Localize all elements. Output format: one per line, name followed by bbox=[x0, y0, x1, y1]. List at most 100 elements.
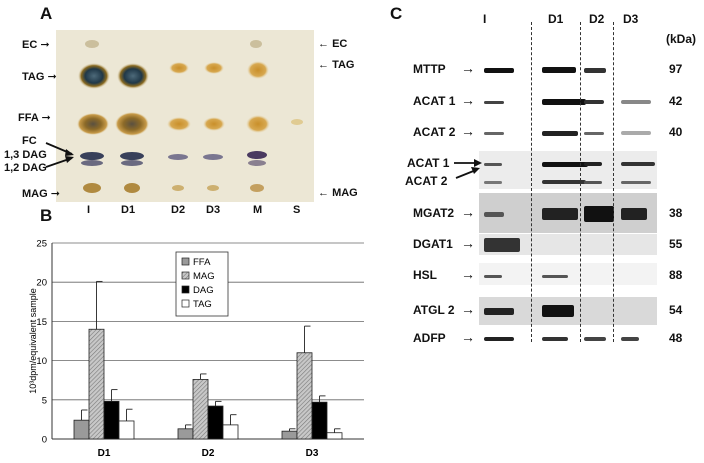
tlc-label-ec: EC bbox=[22, 39, 38, 51]
arrow-right-icon: ➞ bbox=[41, 112, 51, 124]
tlc-right-label-ec: EC bbox=[332, 38, 348, 50]
bar-mag-d1 bbox=[88, 328, 105, 440]
bar-tag-d3 bbox=[326, 432, 343, 440]
y-tick-label: 5 bbox=[42, 395, 47, 406]
blot-column-d1: D1 bbox=[548, 12, 564, 26]
arrow-right-icon: → bbox=[461, 204, 475, 220]
acat-pair-arrows-icon bbox=[454, 159, 482, 179]
arrow-right-icon: → bbox=[461, 235, 475, 251]
legend-label-ffa: FFA bbox=[193, 257, 211, 268]
blot-column-d2: D2 bbox=[589, 12, 605, 26]
arrow-right-icon: → bbox=[461, 60, 475, 76]
y-tick-label: 10 bbox=[36, 356, 47, 367]
tlc-label-13dag: 1,3 DAG bbox=[4, 149, 47, 161]
y-tick-label: 0 bbox=[42, 435, 47, 446]
blot-band bbox=[484, 211, 504, 217]
blot-band bbox=[584, 337, 606, 341]
kda-value: 40 bbox=[669, 125, 683, 139]
blot-strip bbox=[479, 263, 657, 285]
blot-row-label: ATGL 2 bbox=[413, 303, 455, 317]
dag-arrows-icon bbox=[45, 142, 74, 168]
lane-separator bbox=[613, 22, 614, 342]
tlc-lane-d3: D3 bbox=[206, 204, 221, 216]
western-blot-panel: I D1 D2 D3 (kDa) MTTP → 97 ACAT 1 → 42 ACAT 2 → 40 ACA… bbox=[390, 0, 704, 463]
legend-swatch-tag bbox=[181, 299, 190, 308]
tlc-right-label-tag: TAG bbox=[332, 59, 355, 71]
panel-a-letter: A bbox=[40, 4, 53, 23]
bar-chart: 0 5 10 15 20 25 10³dpm/equivalent sample D1 D2 D3… bbox=[28, 239, 364, 459]
blot-band bbox=[484, 274, 502, 278]
bar-tag-d2 bbox=[222, 424, 239, 440]
kda-value: 54 bbox=[669, 303, 683, 317]
arrow-right-icon: → bbox=[461, 266, 475, 282]
y-tick-label: 20 bbox=[36, 278, 47, 289]
arrow-left-icon: ← bbox=[318, 38, 329, 50]
kda-unit-label: (kDa) bbox=[666, 32, 697, 46]
kda-value: 88 bbox=[669, 268, 683, 282]
blot-row-label: ACAT 2 bbox=[413, 125, 456, 139]
lane-separator bbox=[580, 22, 581, 342]
legend-swatch-mag bbox=[181, 271, 190, 280]
blot-band bbox=[484, 67, 514, 73]
legend-swatch-ffa bbox=[181, 257, 190, 266]
blot-band bbox=[484, 238, 520, 252]
blot-row-label: ACAT 1 bbox=[413, 94, 456, 108]
x-tick-label: D1 bbox=[98, 448, 111, 459]
blot-band bbox=[621, 208, 647, 220]
tlc-lane-d1: D1 bbox=[121, 204, 136, 216]
blot-strip bbox=[479, 234, 657, 255]
blot-row-label: ADFP bbox=[413, 331, 446, 345]
kda-value: 42 bbox=[669, 94, 683, 108]
y-tick-label: 15 bbox=[36, 317, 47, 328]
blot-row-label: ACAT 1 bbox=[407, 156, 450, 170]
blot-band bbox=[542, 337, 568, 341]
tlc-label-tag: TAG bbox=[22, 71, 45, 83]
panel-c-letter: C bbox=[390, 4, 403, 23]
blot-band bbox=[621, 131, 651, 135]
tlc-label-12dag: 1,2 DAG bbox=[4, 162, 47, 174]
blot-band bbox=[542, 305, 574, 317]
arrow-left-icon: ← bbox=[318, 59, 329, 71]
blot-row-label: DGAT1 bbox=[413, 237, 453, 251]
legend-label-mag: MAG bbox=[193, 271, 215, 282]
blot-band bbox=[484, 307, 514, 315]
legend-label-dag: DAG bbox=[193, 285, 214, 296]
blot-band bbox=[584, 131, 604, 135]
kda-value: 55 bbox=[669, 237, 683, 251]
blot-band bbox=[484, 180, 502, 184]
blot-band bbox=[542, 67, 576, 73]
blot-band bbox=[621, 100, 651, 104]
blot-band bbox=[621, 337, 639, 341]
bar-mag-d2 bbox=[192, 379, 209, 440]
blot-row-label: HSL bbox=[413, 268, 437, 282]
arrow-right-icon: → bbox=[461, 301, 475, 317]
tlc-lane-d2: D2 bbox=[171, 204, 186, 216]
blot-band bbox=[484, 100, 504, 104]
blot-band bbox=[542, 274, 568, 278]
arrow-right-icon: → bbox=[461, 329, 475, 345]
blot-band bbox=[584, 67, 606, 73]
bar-ffa-d2 bbox=[177, 428, 194, 440]
bar-dag-d1 bbox=[103, 400, 120, 440]
blot-band bbox=[542, 99, 586, 105]
panel-b-letter: B bbox=[40, 206, 53, 225]
legend-swatch-dag bbox=[181, 285, 190, 294]
bar-mag-d3 bbox=[296, 352, 313, 440]
kda-value: 48 bbox=[669, 331, 683, 345]
arrow-right-icon: ➞ bbox=[47, 71, 57, 83]
blot-band bbox=[621, 162, 655, 166]
bar-dag-d3 bbox=[311, 401, 328, 440]
blot-band bbox=[584, 162, 602, 166]
blot-band bbox=[584, 100, 604, 104]
blot-band bbox=[542, 130, 578, 136]
bar-dag-d2 bbox=[207, 405, 224, 440]
lane-separator bbox=[531, 22, 532, 342]
tlc-lane-s: S bbox=[293, 204, 301, 216]
tlc-label-fc: FC bbox=[22, 135, 37, 147]
blot-row-label: MGAT2 bbox=[413, 206, 455, 220]
blot-band bbox=[484, 337, 514, 341]
kda-value: 97 bbox=[669, 62, 683, 76]
arrow-right-icon: ➞ bbox=[50, 188, 60, 200]
blot-band bbox=[484, 131, 504, 135]
y-axis-label: 10³dpm/equivalent sample bbox=[28, 288, 38, 394]
